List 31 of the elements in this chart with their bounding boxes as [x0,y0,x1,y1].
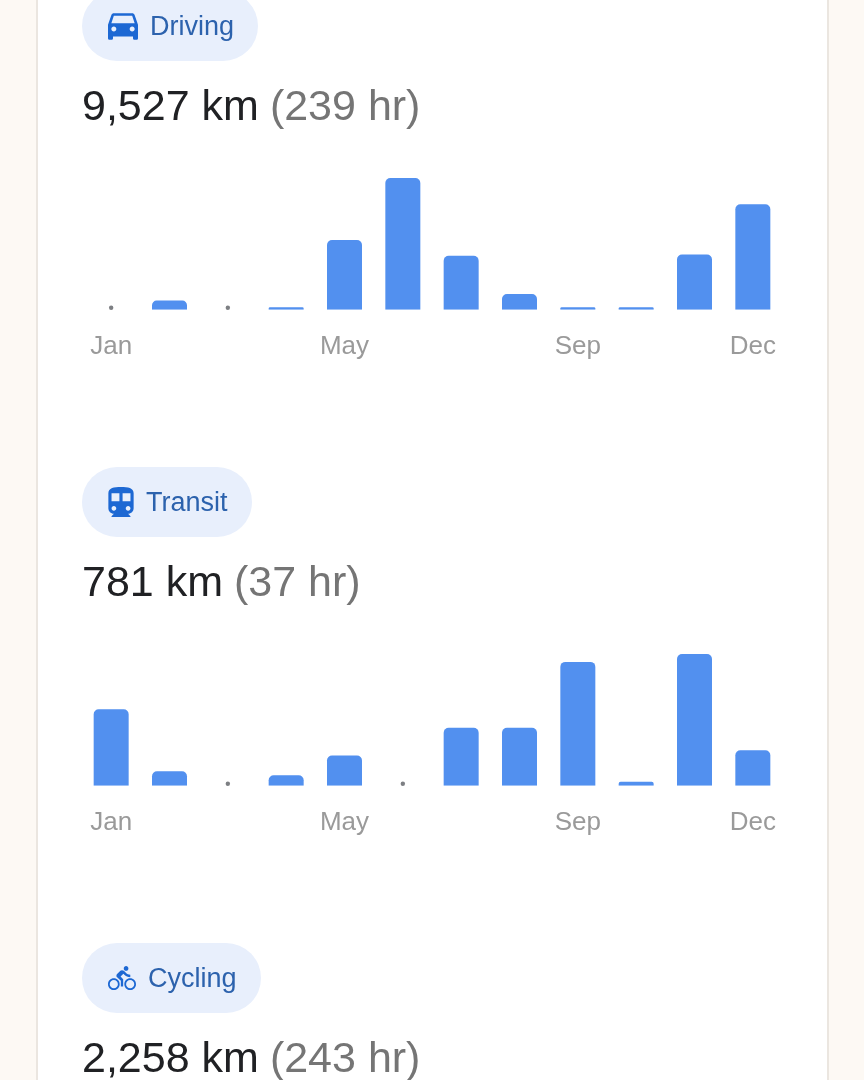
x-tick-label: May [319,329,370,360]
bar [443,255,479,310]
bar [327,239,362,310]
x-tick-label: Sep [554,329,601,360]
text: Cycling [148,962,237,994]
text: (37 hr) [234,557,361,605]
bar [443,727,479,786]
x-tick-label: Sep [554,805,601,836]
x-tick-label: Dec [729,329,776,360]
text: (239 hr) [269,81,421,129]
chart-subtitle: 781 km [82,557,224,605]
chart-title: Transit [146,486,228,518]
text: 2,258 km [82,1033,259,1080]
bar [268,775,304,786]
x-tick-label: Dec [729,805,776,836]
bar [385,178,421,310]
bar [152,771,187,786]
bar [502,293,537,310]
bar [735,750,771,786]
bar [327,755,362,786]
chart-subtitle: 9,527 km [82,81,259,129]
bar [677,654,712,786]
bar [677,254,712,310]
x-tick-label: May [319,805,370,836]
x-tick-label: Jan [90,805,133,836]
bar [93,709,129,786]
bar [735,204,771,310]
chart-title: Driving [150,10,235,42]
bar [502,727,537,786]
x-tick-label: Jan [90,329,133,360]
bar [560,661,596,786]
